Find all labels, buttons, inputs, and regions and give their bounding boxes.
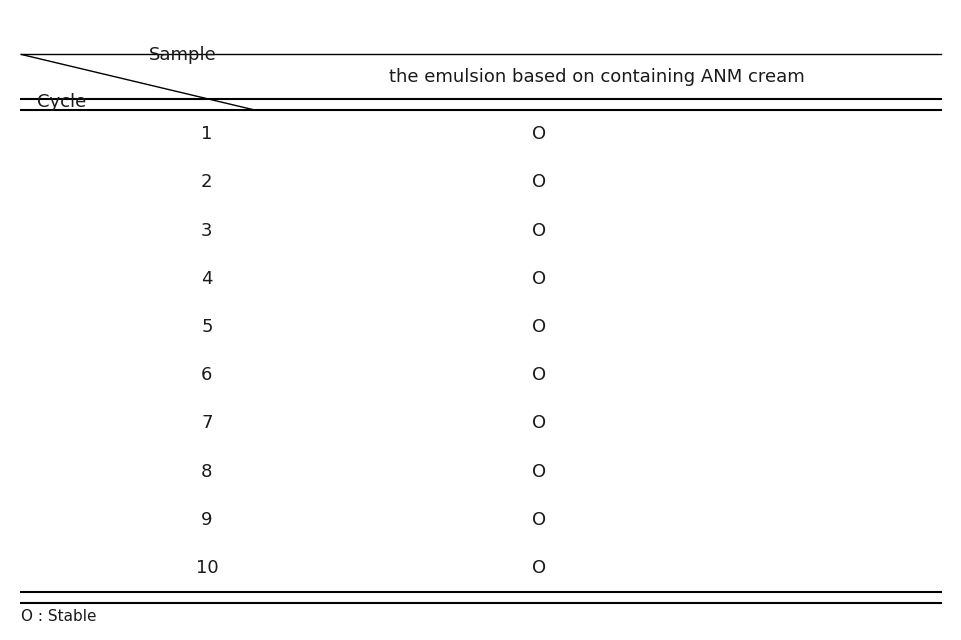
Text: O: O [531, 559, 545, 577]
Text: O: O [531, 173, 545, 191]
Text: 9: 9 [201, 511, 212, 529]
Text: O: O [531, 511, 545, 529]
Text: 3: 3 [201, 221, 212, 239]
Text: O: O [531, 269, 545, 288]
Text: 8: 8 [201, 463, 212, 481]
Text: 10: 10 [195, 559, 218, 577]
Text: O: O [531, 463, 545, 481]
Text: 2: 2 [201, 173, 212, 191]
Text: the emulsion based on containing ANM cream: the emulsion based on containing ANM cre… [388, 68, 803, 86]
Text: Cycle: Cycle [37, 93, 86, 111]
Text: O : Stable: O : Stable [21, 609, 96, 624]
Text: O: O [531, 366, 545, 384]
Text: 6: 6 [201, 366, 212, 384]
Text: O: O [531, 318, 545, 336]
Text: Sample: Sample [149, 46, 216, 64]
Text: O: O [531, 414, 545, 433]
Text: O: O [531, 125, 545, 143]
Text: 1: 1 [201, 125, 212, 143]
Text: 4: 4 [201, 269, 212, 288]
Text: 7: 7 [201, 414, 212, 433]
Text: O: O [531, 221, 545, 239]
Text: 5: 5 [201, 318, 212, 336]
